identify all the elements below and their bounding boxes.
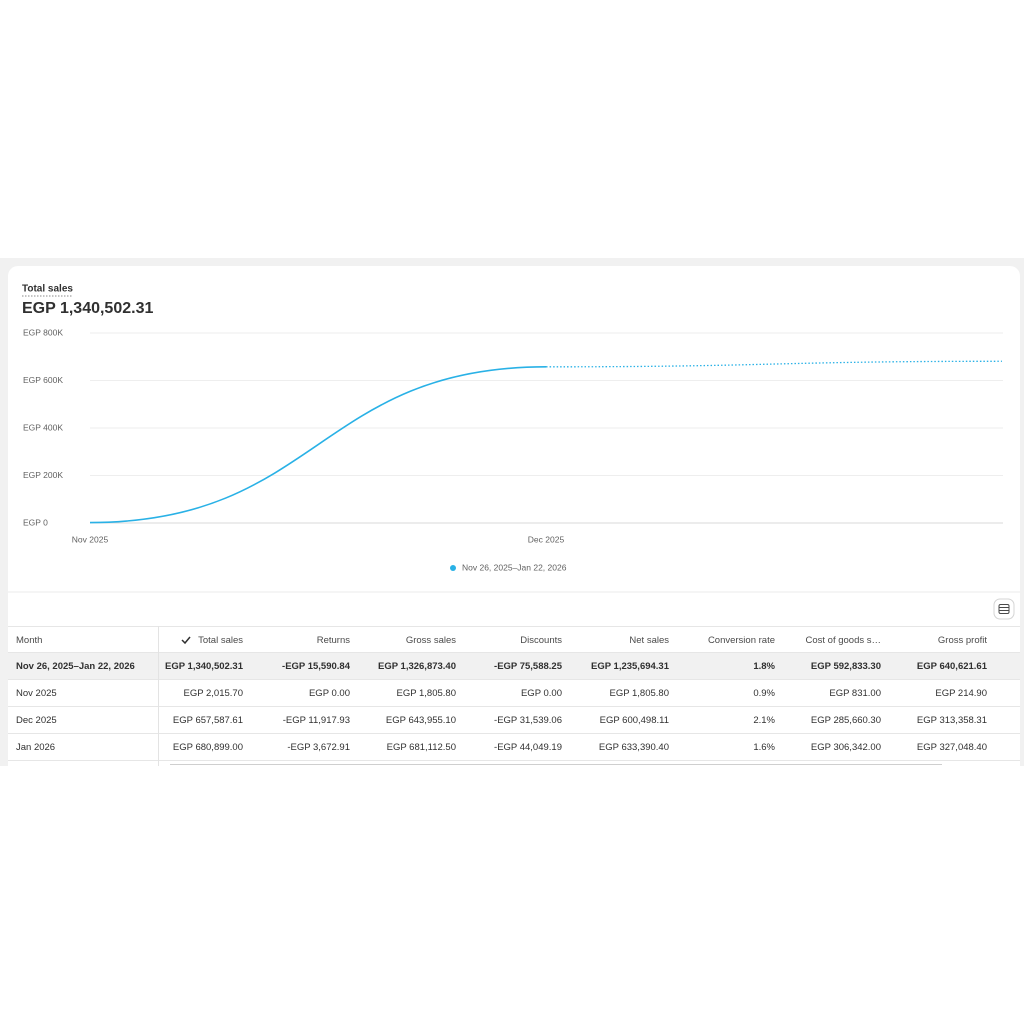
card (8, 266, 1020, 766)
button-icon (998, 604, 1010, 614)
table-cell: EGP 1,805.80 (396, 688, 456, 699)
table-cell: -EGP 11,917.93 (282, 715, 350, 726)
table-cell: EGP 633,390.40 (598, 742, 669, 753)
column-header: Gross sales (405, 635, 456, 646)
table-cell: EGP 643,955.10 (385, 715, 456, 726)
table-cell: 0.9% (753, 688, 775, 699)
table-cell: EGP 592,833.30 (810, 661, 881, 672)
table-cell: -EGP 31,539.06 (494, 715, 562, 726)
column-separator (158, 626, 159, 766)
table-cell: EGP 214.90 (935, 688, 987, 699)
column-header: Conversion rate (707, 635, 775, 646)
table-cell: EGP 0.00 (520, 688, 562, 699)
column-header: Month (16, 635, 43, 646)
table-cell: 1.8% (753, 661, 775, 672)
x-tick-label: Nov 2025 (72, 534, 109, 544)
check (181, 636, 191, 645)
table-cell: EGP 1,235,694.31 (591, 661, 669, 672)
column-header: Cost of goods s… (805, 635, 881, 646)
y-tick-label: EGP 200K (23, 470, 63, 480)
table-cell: EGP 1,805.80 (609, 688, 669, 699)
column-header: Returns (316, 635, 350, 646)
table-cell: -EGP 75,588.25 (494, 661, 562, 672)
y-tick-label: EGP 800K (23, 327, 63, 337)
scrollbar (170, 764, 942, 765)
y-tick-label: EGP 600K (23, 375, 63, 385)
table-cell: EGP 2,015.70 (183, 688, 243, 699)
table-row: Nov 26, 2025–Jan 22, 2026 EGP 1,340,502.3… (8, 653, 1020, 680)
column-header: Discounts (520, 635, 562, 646)
table-cell: EGP 831.00 (829, 688, 881, 699)
table-cell: EGP 680,899.00 (172, 742, 243, 753)
table-cell: EGP 313,358.31 (916, 715, 987, 726)
table-cell: 2.1% (753, 715, 775, 726)
button-frame[interactable] (993, 598, 1015, 620)
table-row: Nov 2025 EGP 2,015.70 EGP 0.00 EGP 1,805.80… (8, 680, 1020, 707)
table-cell: EGP 681,112.50 (386, 742, 456, 753)
table-cell: EGP 1,326,873.40 (378, 661, 456, 672)
line (89, 366, 547, 524)
chart-title[interactable]: Total sales (22, 284, 73, 295)
table-cell: Nov 2025 (16, 688, 57, 699)
column-header: Net sales (629, 635, 669, 646)
line-incomplete (545, 360, 1003, 368)
table-cell: -EGP 44,049.19 (494, 742, 562, 753)
y-tick-label: EGP 0 (23, 517, 48, 527)
table-row: Jan 2026 EGP 680,899.00 -EGP 3,672.91 EGP 6… (8, 734, 1020, 761)
table-cell: EGP 600,498.11 (599, 715, 669, 726)
column-header: Total sales (198, 635, 243, 646)
legend-label: Nov 26, 2025–Jan 22, 2026 (462, 562, 567, 572)
table-cell: EGP 327,048.40 (916, 742, 987, 753)
table-cell: Dec 2025 (16, 715, 57, 726)
table-cell: EGP 1,340,502.31 (165, 661, 243, 672)
table-cell: Jan 2026 (16, 742, 56, 753)
x-tick-label: Dec 2025 (528, 534, 565, 544)
table-row: Dec 2025 EGP 657,587.61 -EGP 11,917.93 EGP … (8, 707, 1020, 734)
y-tick-label: EGP 400K (23, 422, 63, 432)
table-cell: -EGP 15,590.84 (282, 661, 350, 672)
table-cell: EGP 306,342.00 (810, 742, 881, 753)
table-cell: Nov 26, 2025–Jan 22, 2026 (16, 661, 135, 672)
table-cell: EGP 657,587.61 (172, 715, 243, 726)
sort-check-icon (181, 636, 191, 645)
chart: Total sales EGP 1,340,502.31 EGP 0 EGP 20… (8, 284, 1020, 620)
table-cell: -EGP 3,672.91 (287, 742, 350, 753)
table-cell: 1.6% (753, 742, 775, 753)
table-settings-button[interactable] (993, 598, 1015, 620)
total-value: EGP 1,340,502.31 (22, 300, 153, 317)
table-cell: EGP 285,660.30 (810, 715, 881, 726)
header-row: Month Total sales Returns Gross sales Discou… (8, 626, 1020, 653)
table-cell: EGP 640,621.61 (916, 661, 987, 672)
legend-marker (450, 565, 456, 571)
table: Month Total sales Returns Gross sales Discou… (8, 626, 1020, 766)
column-header: Gross profit (937, 635, 987, 646)
table-cell: EGP 0.00 (308, 688, 350, 699)
